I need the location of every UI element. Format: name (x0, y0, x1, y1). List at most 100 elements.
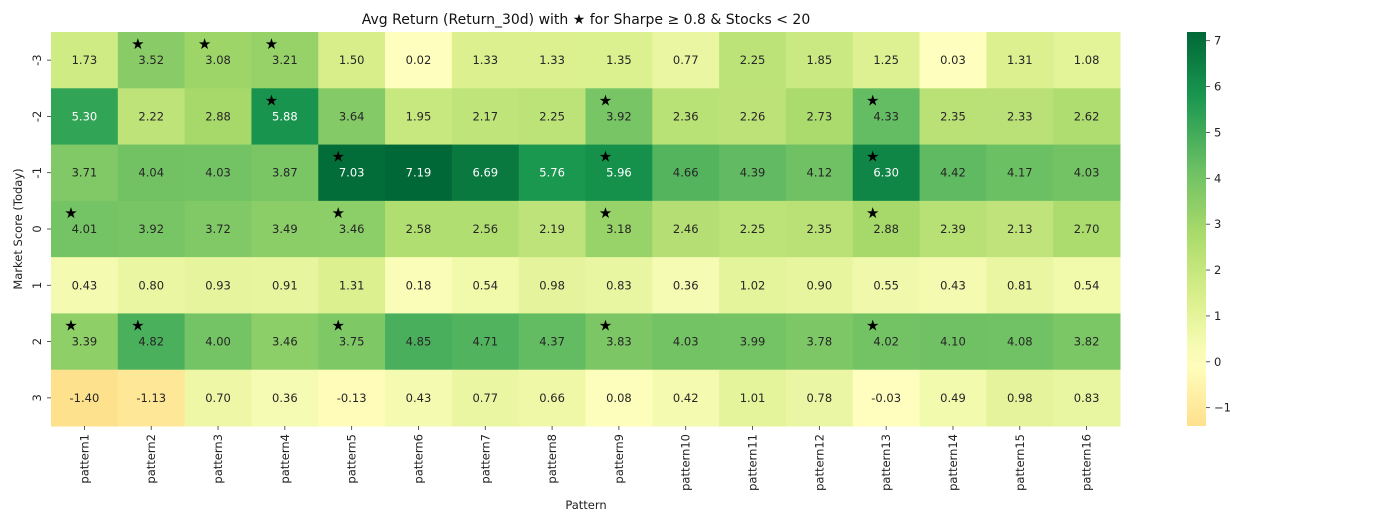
colorbar-tick-label: 0 (1214, 355, 1221, 369)
star-marker-icon: ★ (866, 316, 879, 334)
y-tick-label: -3 (30, 54, 44, 65)
heatmap-cell (318, 144, 386, 202)
cell-value-label: 1.73 (72, 53, 98, 67)
heatmap-cell (919, 88, 987, 146)
heatmap-cell (652, 369, 720, 427)
cell-value-label: 3.46 (339, 222, 365, 236)
cell-value-label: 2.62 (1074, 109, 1100, 123)
heatmap-cell (51, 200, 119, 258)
heatmap-cell (251, 32, 319, 89)
heatmap-cell (652, 88, 720, 146)
heatmap-cell (986, 88, 1054, 146)
heatmap-cell (919, 369, 987, 427)
cell-value-label: 7.19 (406, 166, 432, 180)
colorbar-tick-label: 5 (1214, 125, 1221, 139)
cell-value-label: 3.92 (606, 109, 632, 123)
heatmap-cell (251, 88, 319, 146)
heatmap-cell (785, 200, 854, 258)
star-marker-icon: ★ (332, 148, 345, 166)
cell-value-label: 1.31 (1007, 53, 1033, 67)
cell-value-label: 4.71 (472, 335, 498, 349)
heatmap-cell (719, 257, 787, 314)
cell-value-label: 0.54 (472, 278, 498, 292)
cell-value-label: 0.43 (406, 391, 432, 405)
cell-value-label: 0.83 (606, 278, 632, 292)
y-tick-label: 3 (30, 394, 44, 401)
heatmap-cell (117, 144, 186, 202)
cell-value-label: 7.03 (339, 166, 365, 180)
heatmap-cell (986, 257, 1054, 314)
x-tick-label: pattern2 (144, 434, 158, 484)
cell-value-label: 0.18 (406, 278, 432, 292)
heatmap-cell (117, 32, 186, 89)
star-marker-icon: ★ (332, 316, 345, 334)
colorbar-tick-label: 3 (1214, 217, 1221, 231)
heatmap-cell (785, 369, 854, 427)
cell-value-label: 3.46 (272, 335, 298, 349)
star-marker-icon: ★ (131, 35, 144, 53)
cell-value-label: 0.81 (1007, 278, 1033, 292)
x-tick-label: pattern1 (77, 434, 91, 484)
heatmap-cell (852, 313, 921, 371)
cell-value-label: 4.00 (205, 335, 231, 349)
cell-value-label: 0.78 (807, 391, 833, 405)
cell-value-label: 0.02 (406, 53, 432, 67)
cell-value-label: -0.03 (871, 391, 901, 405)
heatmap-cell (652, 257, 720, 314)
cell-value-label: 0.36 (272, 391, 298, 405)
heatmap-cell (518, 313, 586, 371)
heatmap-cell (919, 313, 987, 371)
x-tick-label: pattern3 (211, 434, 225, 484)
cell-value-label: 2.33 (1007, 109, 1033, 123)
star-marker-icon: ★ (265, 91, 278, 109)
y-tick-label: -2 (30, 111, 44, 122)
cell-value-label: 3.21 (272, 53, 298, 67)
heatmap-cell (986, 32, 1054, 89)
heatmap-cell (852, 257, 921, 314)
heatmap-cell (51, 88, 119, 146)
heatmap-cell (385, 32, 453, 89)
heatmap-cell (986, 313, 1054, 371)
x-tick-label: pattern15 (1013, 434, 1027, 491)
heatmap-cell (518, 369, 586, 427)
cell-value-label: 1.85 (807, 53, 833, 67)
y-tick-label: 1 (30, 282, 44, 289)
cell-value-label: 5.96 (606, 166, 632, 180)
heatmap-cell (785, 313, 854, 371)
cell-value-label: 3.39 (72, 335, 98, 349)
heatmap-cell (117, 257, 186, 314)
cell-value-label: 2.73 (807, 109, 833, 123)
star-marker-icon: ★ (599, 316, 612, 334)
cell-value-label: 2.35 (807, 222, 833, 236)
cell-value-label: 3.49 (272, 222, 298, 236)
x-axis-label: Pattern (565, 498, 606, 512)
heatmap-cell (251, 313, 319, 371)
cell-value-label: 1.02 (740, 278, 766, 292)
heatmap-cell (852, 144, 921, 202)
cell-value-label: 0.91 (272, 278, 298, 292)
cell-value-label: 3.64 (339, 109, 365, 123)
cell-value-label: 4.03 (1074, 166, 1100, 180)
cell-value-label: 3.72 (205, 222, 231, 236)
heatmap-cell (518, 88, 586, 146)
cell-value-label: 0.49 (940, 391, 966, 405)
heatmap-cell (652, 32, 720, 89)
star-marker-icon: ★ (599, 204, 612, 222)
cell-value-label: 4.10 (940, 335, 966, 349)
cell-value-label: 0.08 (606, 391, 632, 405)
star-marker-icon: ★ (599, 91, 612, 109)
cell-value-label: 1.95 (406, 109, 432, 123)
y-tick-label: -1 (30, 167, 44, 178)
cell-value-label: 0.66 (539, 391, 565, 405)
cell-value-label: 3.52 (138, 53, 164, 67)
cell-value-label: 2.70 (1074, 222, 1100, 236)
heatmap-cell (1053, 313, 1121, 371)
heatmap-cell (1053, 144, 1121, 202)
cell-value-label: 0.03 (940, 53, 966, 67)
cell-value-label: 0.42 (673, 391, 699, 405)
star-marker-icon: ★ (866, 91, 879, 109)
heatmap-cell (184, 32, 252, 89)
x-tick-label: pattern14 (946, 434, 960, 491)
x-tick-label: pattern5 (345, 434, 359, 484)
y-tick-label: 0 (30, 225, 44, 232)
